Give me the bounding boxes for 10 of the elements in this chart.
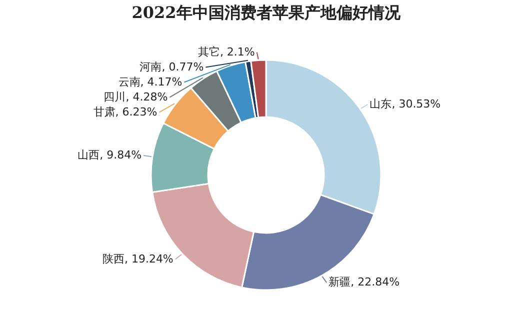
slice-label: 河南, 0.77% [140,60,204,74]
slice-label: 山东, 30.53% [370,97,441,110]
chart-title: 2022年中国消费者苹果产地偏好情况 [132,3,402,22]
slice-label: 陕西, 19.24% [102,252,174,266]
slice-label: 新疆, 22.84% [328,276,400,289]
slice-label: 其它, 2.1% [198,45,255,58]
slice-label: 山西, 9.84% [78,148,142,162]
slice-label: 四川, 4.28% [104,90,168,104]
slice-label: 甘肃, 6.23% [93,105,158,118]
slice-label: 云南, 4.17% [118,75,182,88]
